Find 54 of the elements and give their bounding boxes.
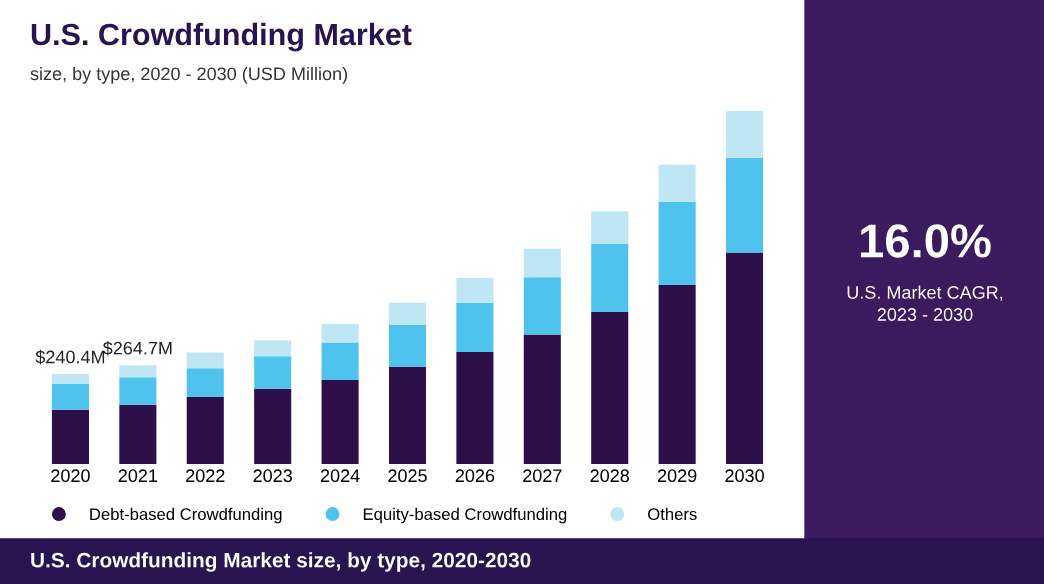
bar [388, 324, 427, 367]
bar [591, 211, 629, 244]
bar [321, 323, 359, 343]
bar [523, 277, 561, 335]
bar [186, 368, 224, 397]
text: 16.0% [861, 224, 991, 258]
bar [523, 334, 561, 464]
bar [726, 252, 764, 464]
annotation: $264.7M [102, 341, 172, 356]
bar [388, 302, 427, 325]
text: U.S. Crowdfunding Market size, by type, 2020-2030 [31, 552, 531, 572]
x-tick-label: 2026 [455, 469, 495, 483]
bar [119, 404, 157, 464]
bar [658, 202, 696, 286]
legend-label: Equity-based Crowdfunding [363, 507, 567, 524]
bar [254, 340, 292, 357]
bar [254, 388, 292, 464]
bar [456, 278, 494, 303]
bar [658, 164, 696, 203]
x-tick-label: 2029 [657, 469, 697, 483]
x-tick-label: 2020 [51, 469, 90, 483]
bar [51, 409, 89, 464]
bar [726, 157, 764, 253]
x-tick-label: 2024 [320, 469, 360, 483]
x-tick-label: 2021 [118, 469, 158, 483]
bar [456, 352, 494, 464]
text: U.S. Market CAGR, 2023 - 2030 [847, 285, 1003, 321]
bar [186, 352, 224, 369]
bar [119, 377, 157, 405]
bar [388, 366, 427, 464]
bar [726, 111, 764, 158]
bar [51, 374, 89, 384]
chart-subtitle: size, by type, 2020 - 2030 (USD Million) [30, 66, 347, 84]
chart-title: U.S. Crowdfunding Market [31, 22, 412, 52]
bar [658, 285, 696, 464]
x-tick-label: 2023 [253, 469, 292, 483]
x-tick-label: 2025 [388, 469, 427, 483]
bar [523, 248, 561, 278]
bar [119, 365, 157, 378]
bar [321, 380, 359, 464]
bar [591, 311, 629, 464]
bar [591, 243, 629, 312]
x-tick-label: 2027 [523, 469, 562, 483]
annotation: $240.4M [35, 349, 105, 365]
legend-label: Debt-based Crowdfunding [90, 507, 282, 524]
bar [321, 342, 359, 380]
bar [456, 302, 494, 353]
legend-label: Others [648, 507, 697, 521]
x-tick-label: 2030 [725, 469, 764, 483]
bar [254, 356, 292, 389]
x-tick-label: 2028 [590, 469, 630, 483]
bar [186, 396, 224, 464]
bar [51, 383, 89, 410]
x-tick-label: 2022 [186, 469, 225, 483]
